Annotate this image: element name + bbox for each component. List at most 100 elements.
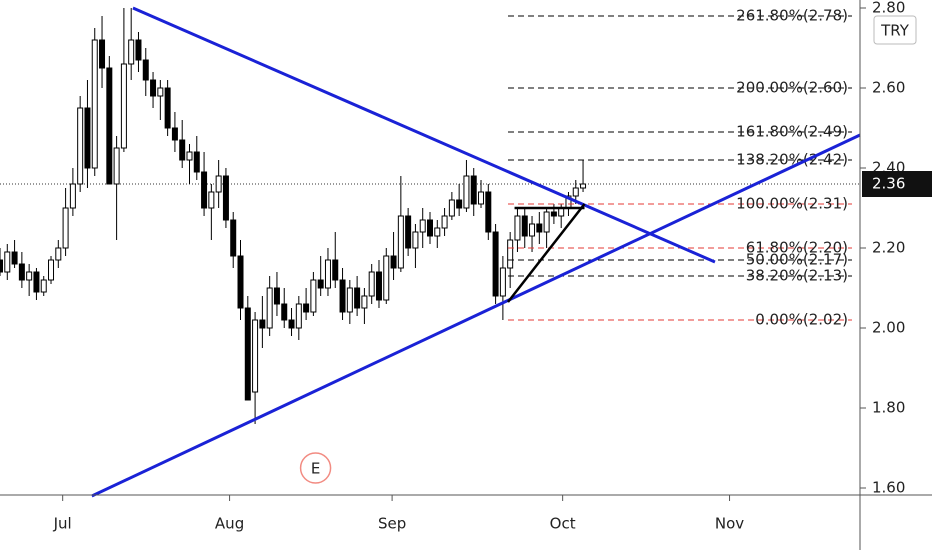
candle-body [485,191,492,233]
candle-body [77,107,84,185]
candle-body [91,39,98,169]
candle-body [580,183,587,189]
candle-body [252,319,259,393]
candle-body [215,175,222,193]
candle-body [135,39,142,61]
candle-body [55,247,62,261]
candle-body [84,107,91,169]
x-tick-label: Nov [715,515,744,533]
fib-label: 200.00%(2.60) [736,79,848,97]
trend-line [506,203,586,303]
candle-body [507,239,514,269]
fib-label: 38.20%(2.13) [746,267,848,285]
candle-body [281,303,288,321]
candle-body [142,59,149,81]
candle-body [550,211,557,217]
candle-body [157,87,164,97]
candle-body [288,319,295,329]
candle-body [120,63,127,149]
candle-body [441,215,448,229]
x-tick-label: Sep [378,515,406,533]
candle-body [572,187,579,197]
y-tick-label: 2.80 [872,0,905,17]
candle-body [514,215,521,241]
x-tick-label: Oct [550,515,576,533]
candle-body [266,287,273,329]
candle-body [128,39,135,65]
y-tick-label: 1.80 [872,399,905,417]
candle-body [171,127,178,141]
x-tick-label: Jul [53,515,72,533]
fib-label: 50.00%(2.17) [746,251,848,269]
candle-body [529,223,536,237]
last-price-box [862,171,932,197]
trend-line [91,133,861,498]
candle-body [521,215,528,237]
candle-body [434,227,441,237]
y-tick-label: 2.00 [872,319,905,337]
candle-body [463,175,470,209]
candle-body [106,67,113,185]
candle-body [26,271,33,281]
y-tick-label: 1.60 [872,479,905,497]
candle-body [499,267,506,297]
candle-body [40,279,47,293]
candle-body [62,207,69,249]
candle-body [368,271,375,297]
fib-label: 261.80%(2.78) [736,7,848,25]
candle-body [303,303,310,313]
candle-body [164,87,171,129]
candle-body [448,199,455,217]
x-tick-label: Aug [215,515,244,533]
candle-body [99,39,106,69]
candle-body [536,223,543,233]
fib-label: 161.80%(2.49) [736,123,848,141]
candle-body [244,307,251,401]
currency-box[interactable] [873,15,917,45]
fib-label: 61.80%(2.20) [746,239,848,257]
candle-body [375,271,382,301]
last-price-label: 2.36 [872,175,905,193]
candle-body [69,183,76,209]
candle-body [237,255,244,309]
candle-body [361,295,368,309]
candle-body [543,211,550,233]
candle-body [412,231,419,249]
candle-body [4,251,11,273]
candle-body [230,219,237,257]
candle-body [193,151,200,173]
trend-line [132,6,716,264]
candle-body [0,259,3,273]
candle-body [405,215,412,249]
candle-body [186,151,193,161]
candle-body [419,219,426,233]
plot-area: 261.80%(2.78) 200.00%(2.60) 161.80%(2.49) 1… [0,6,861,498]
candle-body [332,259,339,281]
candle-body [295,303,302,329]
candle-body [179,139,186,161]
candle-body [273,287,280,305]
candle-body [390,255,397,269]
candle-body [383,255,390,301]
candle-body [339,279,346,313]
y-tick-label: 2.60 [872,79,905,97]
candle-body [397,215,404,269]
event-marker[interactable] [299,452,332,484]
currency: TRY [880,22,910,40]
candle-body [470,175,477,205]
candle-body [113,147,120,185]
fib-label: 100.00%(2.31) [736,195,848,213]
candle-body [208,191,215,209]
candle-body [492,231,499,297]
candle-body [317,279,324,289]
candle-body [346,287,353,313]
candle-body [48,259,55,281]
candle-body [18,263,25,281]
candle-body [427,219,433,237]
candle-body [150,79,157,97]
candle-body [310,279,317,313]
candle-body [201,171,208,209]
candle-body [456,199,463,209]
